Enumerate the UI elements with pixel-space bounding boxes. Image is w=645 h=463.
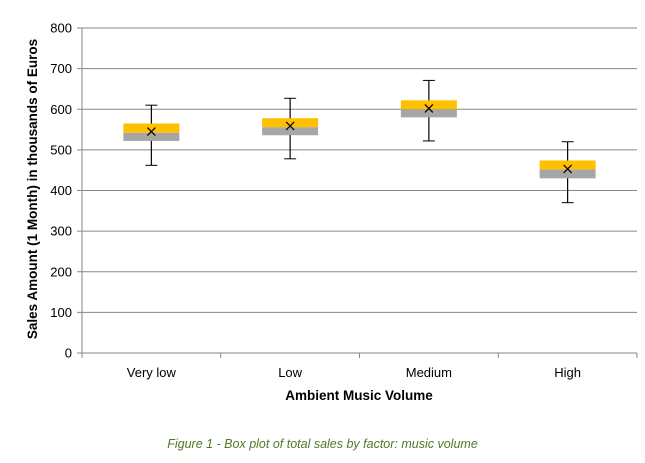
y-tick-label-600: 600 <box>50 102 72 117</box>
y-tick-label-700: 700 <box>50 61 72 76</box>
box-medium <box>400 79 457 142</box>
box-upper-very-low <box>123 123 180 133</box>
x-tick-labels: Very low Low Medium High <box>127 365 581 380</box>
box-lower-medium <box>400 109 457 118</box>
box-lower-very-low <box>123 132 180 141</box>
y-tick-label-100: 100 <box>50 305 72 320</box>
boxes <box>123 79 596 204</box>
box-lower-high <box>539 169 596 179</box>
box-very-low <box>123 104 180 166</box>
y-tick-labels: 0 100 200 300 400 500 600 700 800 <box>50 21 72 361</box>
y-tick-label-800: 800 <box>50 21 72 36</box>
x-tick-label-medium: Medium <box>406 365 452 380</box>
x-tick-label-high: High <box>554 365 581 380</box>
figure-caption: Figure 1 - Box plot of total sales by fa… <box>167 437 478 451</box>
y-tick-label-500: 500 <box>50 142 72 157</box>
box-upper-high <box>539 160 596 170</box>
box-plot-chart: 0 100 200 300 400 500 600 700 800 Very low Low Med… <box>25 21 638 403</box>
box-upper-medium <box>400 100 457 110</box>
mean-marker-b-very-low <box>146 127 156 137</box>
x-tick-label-low: Low <box>278 365 302 380</box>
mean-marker-b-low <box>285 121 295 131</box>
box-lower-low <box>262 127 319 136</box>
gridlines <box>77 27 638 358</box>
y-tick-label-0: 0 <box>65 346 72 361</box>
mean-marker-b-medium <box>424 104 434 113</box>
y-tick-label-300: 300 <box>50 224 72 239</box>
y-tick-label-200: 200 <box>50 264 72 279</box>
box-high <box>539 141 596 204</box>
mean-marker-b-high <box>563 164 573 174</box>
x-axis-title: Ambient Music Volume <box>285 388 433 403</box>
y-tick-label-400: 400 <box>50 183 72 198</box>
box-low <box>262 97 319 160</box>
box-upper-low <box>262 118 319 128</box>
x-tick-label-very-low: Very low <box>127 365 177 380</box>
y-axis-title: Sales Amount (1 Month) in thousands of E… <box>25 39 40 339</box>
